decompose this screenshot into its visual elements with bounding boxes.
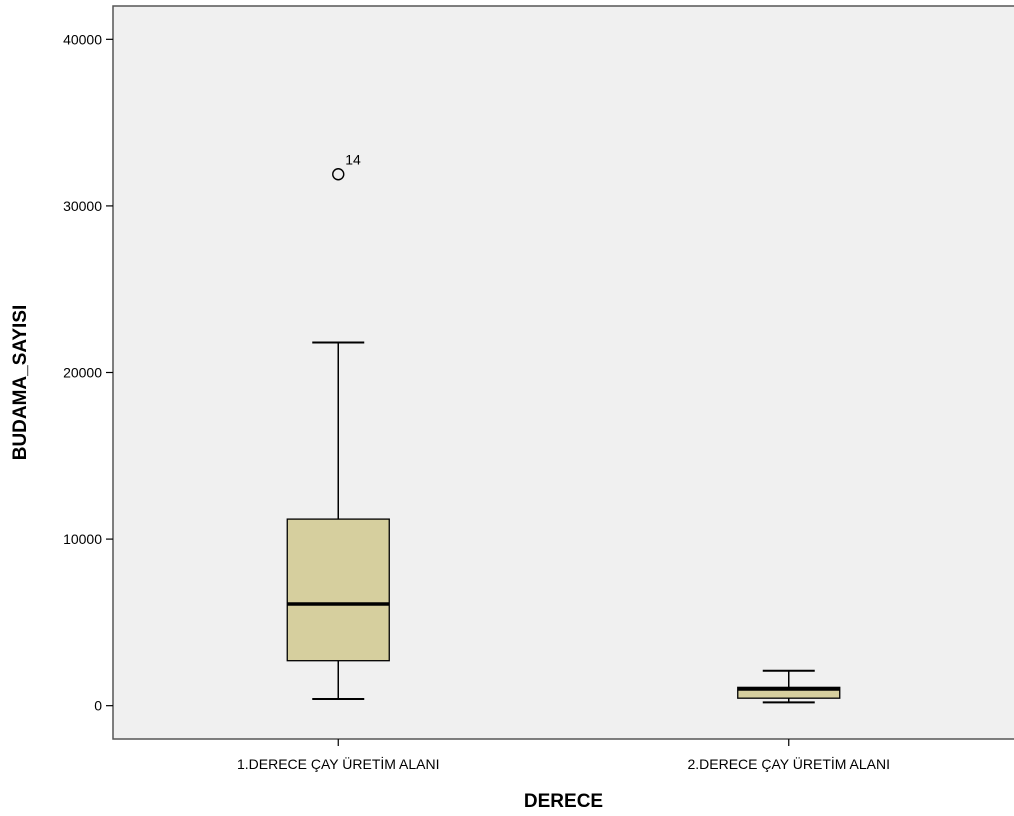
y-tick-label: 20000	[63, 365, 102, 381]
x-tick-label: 1.DERECE ÇAY ÜRETİM ALANI	[237, 755, 440, 772]
x-axis-title: DERECE	[524, 791, 603, 812]
y-tick-label: 40000	[63, 31, 102, 47]
x-axis: 1.DERECE ÇAY ÜRETİM ALANI 2.DERECE ÇAY ÜR…	[237, 739, 890, 772]
y-axis: 0 10000 20000 30000 40000	[63, 31, 113, 714]
y-tick-label: 30000	[63, 198, 102, 214]
box-group	[737, 669, 841, 704]
y-tick-label: 0	[94, 698, 102, 714]
plot-area	[112, 5, 1014, 740]
box-group: 14	[286, 151, 390, 701]
y-axis-title: BUDAMA_SAYISI	[10, 305, 31, 461]
y-tick-label: 10000	[63, 531, 102, 547]
iqr-box	[286, 518, 390, 662]
x-tick-label: 2.DERECE ÇAY ÜRETİM ALANI	[687, 755, 890, 772]
outlier-point	[332, 168, 345, 181]
outlier-label: 14	[345, 151, 361, 167]
boxes: 14	[286, 151, 841, 704]
